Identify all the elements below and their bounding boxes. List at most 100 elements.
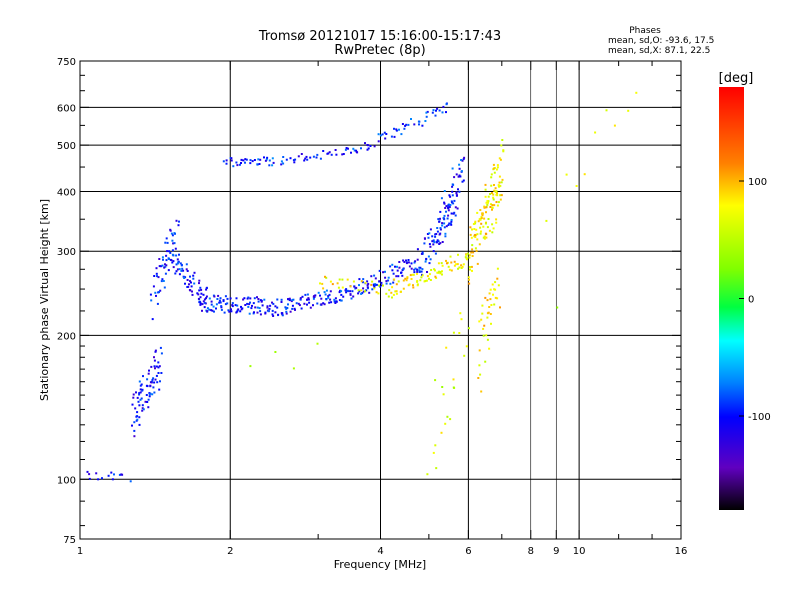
echo-point (470, 251, 473, 254)
echo-point (460, 318, 463, 321)
chart-title: Tromsø 20121017 15:16:00-15:17:43 (258, 29, 501, 44)
echo-point (293, 161, 296, 164)
echo-point (465, 253, 468, 256)
echo-point (169, 258, 172, 261)
echo-point (285, 312, 288, 315)
echo-point (483, 206, 486, 209)
echo-point (141, 404, 144, 407)
echo-point (407, 261, 410, 264)
echo-point (426, 271, 428, 273)
echo-point (375, 283, 378, 286)
echo-point (220, 305, 223, 308)
echo-point (306, 303, 308, 306)
echo-point (404, 124, 407, 127)
echo-point (203, 298, 206, 301)
echo-point (416, 248, 419, 251)
x-axis-label: Frequency [MHz] (334, 558, 426, 571)
echo-point (158, 388, 161, 391)
echo-point (201, 309, 203, 312)
echo-point (492, 198, 495, 201)
echo-point (454, 214, 457, 217)
echo-point (211, 309, 214, 312)
echo-point (304, 293, 307, 296)
echo-point (276, 306, 279, 309)
echo-point (434, 444, 437, 447)
echo-point (159, 346, 162, 349)
echo-point (491, 208, 493, 211)
echo-point (484, 183, 487, 186)
echo-point (226, 302, 229, 305)
echo-point (206, 307, 209, 310)
echo-point (416, 268, 419, 271)
echo-point (395, 275, 398, 278)
echo-point (485, 206, 488, 209)
echo-point (352, 280, 355, 283)
echo-point (208, 297, 211, 300)
echo-point (484, 296, 487, 299)
echo-point (490, 304, 493, 306)
echo-point (274, 351, 277, 353)
echo-point (316, 302, 319, 305)
echo-point (153, 365, 156, 368)
echo-point (400, 271, 403, 274)
echo-point (357, 292, 360, 295)
echo-point (478, 364, 481, 367)
echo-point (364, 142, 366, 145)
echo-point (395, 128, 398, 131)
echo-point (157, 372, 160, 374)
echo-point (482, 327, 485, 330)
echo-point (459, 175, 462, 178)
echo-point (151, 393, 154, 396)
echo-point (325, 289, 328, 292)
echo-point (442, 217, 445, 220)
echo-point (166, 250, 169, 253)
echo-point (175, 263, 178, 266)
echo-point (176, 268, 179, 271)
colorbar-ticks: 100 0 -100 (739, 177, 771, 423)
echo-point (402, 287, 405, 290)
echo-point (342, 295, 345, 298)
echo-point (430, 269, 433, 271)
echo-point (464, 256, 467, 259)
echo-point (175, 270, 178, 273)
echo-point (191, 293, 194, 296)
echo-point (455, 173, 458, 176)
echo-point (163, 286, 166, 289)
echo-point (499, 194, 502, 197)
echo-point (286, 307, 289, 309)
echo-point (413, 261, 416, 264)
echo-point (349, 293, 352, 296)
echo-point (491, 283, 494, 286)
echo-point (410, 262, 413, 265)
echo-point (433, 241, 436, 244)
echo-point (483, 235, 486, 238)
echo-point (252, 312, 255, 315)
echo-point (416, 280, 419, 283)
echo-point (189, 280, 191, 283)
echo-point (448, 268, 451, 271)
echo-point (157, 366, 160, 369)
echo-point (449, 204, 452, 206)
phase-info-x-mode: mean, sd,X: 87.1, 22.5 (608, 46, 710, 56)
echo-point (486, 299, 489, 302)
echo-point (230, 157, 233, 160)
echo-point (406, 277, 409, 280)
echo-point (254, 306, 257, 309)
echo-point (146, 401, 149, 403)
echo-point (327, 296, 330, 299)
echo-point (206, 310, 209, 313)
echo-point (210, 309, 213, 312)
echo-point (479, 209, 482, 211)
echo-point (487, 195, 490, 198)
echo-point (309, 156, 312, 159)
echo-point (268, 307, 271, 310)
echo-point (448, 194, 451, 197)
echo-point (304, 157, 307, 160)
echo-point (338, 291, 341, 294)
echo-point (222, 299, 225, 302)
echo-point (374, 277, 377, 280)
echo-point (435, 467, 438, 470)
echo-point (482, 334, 485, 337)
echo-point (163, 266, 166, 269)
colorbar-tick-label: 0 (748, 295, 754, 306)
